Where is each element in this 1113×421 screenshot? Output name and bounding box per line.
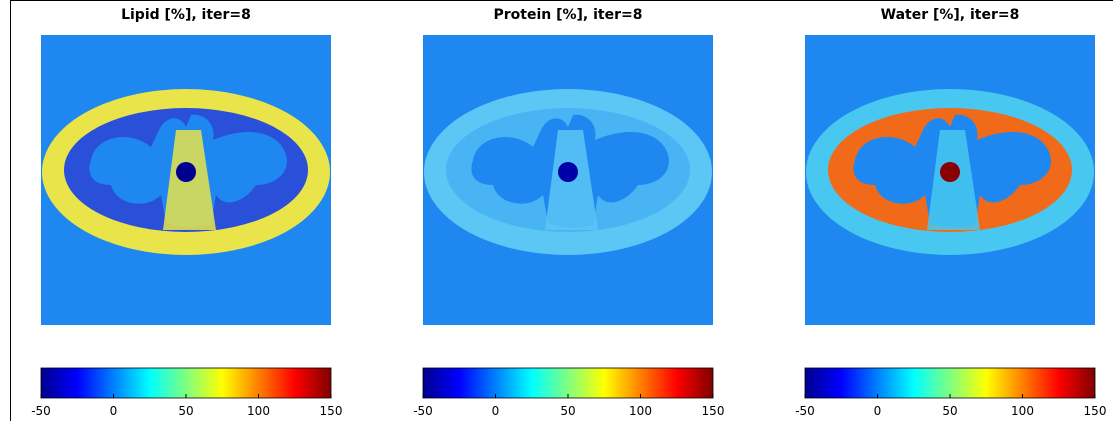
central-vessel xyxy=(176,162,196,182)
colorbar-tick-label: 0 xyxy=(492,404,500,418)
central-vessel xyxy=(558,162,578,182)
colorbar-tick-label: 0 xyxy=(110,404,118,418)
colorbar-tick-label: -50 xyxy=(31,404,51,418)
colorbar-tick-label: 50 xyxy=(178,404,193,418)
central-vessel xyxy=(940,162,960,182)
colorbar xyxy=(422,367,714,399)
colorbar-tick-label: 100 xyxy=(1011,404,1034,418)
image xyxy=(805,35,1095,325)
panel-title: Protein [%], iter=8 xyxy=(494,7,643,23)
panel-title: Water [%], iter=8 xyxy=(881,7,1020,23)
colorbar-tick-label: 50 xyxy=(942,404,957,418)
colorbar-tick-label: -50 xyxy=(795,404,815,418)
colorbar-tick-label: 150 xyxy=(320,404,343,418)
colorbar-tick-label: 100 xyxy=(247,404,270,418)
colorbar-tick-label: 150 xyxy=(702,404,725,418)
image xyxy=(423,35,713,325)
colorbar-tick-label: 0 xyxy=(874,404,882,418)
image xyxy=(41,35,331,325)
colorbar-tick-label: 150 xyxy=(1084,404,1107,418)
colorbar xyxy=(40,367,332,399)
panel-title: Lipid [%], iter=8 xyxy=(121,7,251,23)
colorbar xyxy=(804,367,1096,399)
colorbar-tick-label: 50 xyxy=(560,404,575,418)
colorbar-tick-label: 100 xyxy=(629,404,652,418)
colorbar-tick-label: -50 xyxy=(413,404,433,418)
